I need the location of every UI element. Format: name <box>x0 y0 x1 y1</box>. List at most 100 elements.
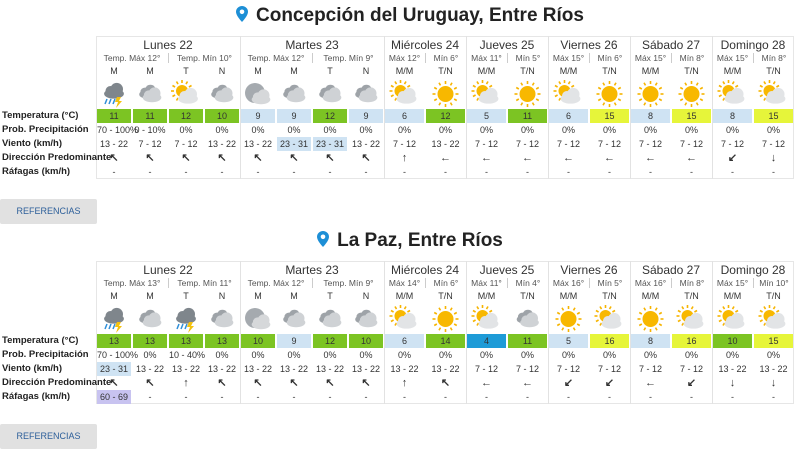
sun-ray <box>476 306 480 310</box>
rain <box>108 323 112 330</box>
sun-ray <box>654 102 658 106</box>
period-label: M/M <box>641 291 660 301</box>
sun-ray <box>759 84 763 88</box>
sun <box>437 311 454 327</box>
gusts-cell: - <box>328 392 332 402</box>
sun-ray <box>722 306 726 310</box>
day-separator <box>712 261 713 404</box>
bolt <box>187 322 194 333</box>
max-temp: Máx 15° <box>552 53 585 63</box>
sun-ray <box>684 102 688 106</box>
precipitation-cell: 0% <box>643 125 657 135</box>
sun-ray <box>175 97 179 101</box>
sun-ray <box>472 319 476 323</box>
gusts-cell: - <box>292 392 296 402</box>
sun-ray <box>602 102 606 106</box>
period-label: T/N <box>766 291 781 301</box>
wind-cell: 7 - 12 <box>556 139 580 149</box>
gusts-cell: - <box>364 167 368 177</box>
direction-cell: ← <box>645 152 656 164</box>
cloud <box>182 307 195 321</box>
direction-cell: ← <box>481 152 492 164</box>
sun-ray <box>188 84 192 88</box>
period-label: M <box>110 66 118 76</box>
cloud <box>566 87 580 101</box>
precipitation-cell: 0% <box>684 125 698 135</box>
direction-cell: ↖ <box>145 152 155 164</box>
sun-ray <box>681 322 685 326</box>
sun-ray <box>638 323 643 327</box>
period-label: T/N <box>520 66 535 76</box>
min-temp: Mín 6° <box>425 278 466 288</box>
day-separator <box>548 36 549 179</box>
sun-ray <box>558 81 562 85</box>
max-temp: Máx 16° <box>552 278 585 288</box>
row-label: Ráfagas (km/h) <box>2 166 71 177</box>
min-temp: Mín 8° <box>671 53 712 63</box>
precipitation-cell: 0% <box>179 125 193 135</box>
direction-cell: ← <box>522 152 533 164</box>
precipitation-cell: 0% <box>251 125 265 135</box>
period-label: M/M <box>395 66 414 76</box>
period-label: M/M <box>395 291 414 301</box>
day-separator <box>548 261 549 404</box>
sun-ray <box>679 86 684 90</box>
max-temp: Temp. Máx 12° <box>247 278 305 288</box>
direction-cell: ← <box>522 377 533 389</box>
gusts-cell: - <box>690 167 693 177</box>
gusts-cell: - <box>364 392 368 402</box>
pin-icon <box>317 231 330 247</box>
gusts-cell: - <box>184 167 188 177</box>
gusts-cell: - <box>444 392 447 402</box>
max-temp: Máx 11° <box>471 278 502 288</box>
sun-ray <box>485 306 489 310</box>
row-label: Temperatura (°C) <box>2 110 79 121</box>
cloud <box>148 87 161 100</box>
sun-ray <box>520 102 524 106</box>
sun-ray <box>561 327 565 331</box>
sun-ray <box>515 86 520 90</box>
direction-cell: ↖ <box>253 377 263 389</box>
direction-cell: ↑ <box>183 377 189 389</box>
references-button[interactable]: REFERENCIAS <box>0 424 97 449</box>
gusts-cell: - <box>731 167 734 177</box>
period-label: N <box>218 66 226 76</box>
sun-ray <box>718 319 722 323</box>
sun-ray <box>390 84 394 88</box>
references-button[interactable]: REFERENCIAS <box>0 199 97 224</box>
max-temp: Máx 15° <box>716 278 749 288</box>
sun-ray <box>567 81 571 85</box>
temperature-cell: 11 <box>97 109 131 123</box>
gusts-cell: - <box>649 392 652 402</box>
sun-ray <box>643 307 647 311</box>
sun-ray <box>556 311 561 315</box>
header-frame <box>96 36 794 179</box>
sun-ray <box>699 86 704 90</box>
temperature-cell: 5 <box>549 334 588 348</box>
cloud <box>402 87 416 101</box>
max-temp: Máx 15° <box>716 53 749 63</box>
sun-ray <box>613 102 617 106</box>
period-label: M/M <box>559 291 578 301</box>
row-label: Prob. Precipitación <box>2 124 89 135</box>
sun-ray <box>599 322 603 326</box>
cloud <box>364 312 377 325</box>
temperature-cell: 9 <box>277 334 311 348</box>
temperature-cell: 15 <box>754 334 793 348</box>
sun-ray <box>556 323 561 327</box>
temperature-cell: 11 <box>133 109 167 123</box>
wind-cell: 7 - 12 <box>638 139 662 149</box>
wind-cell: 13 - 22 <box>315 364 345 374</box>
sun-ray <box>679 98 684 102</box>
cloud <box>730 87 744 101</box>
sun-ray <box>515 98 520 102</box>
sun-ray <box>403 306 407 310</box>
sun-ray <box>394 322 398 326</box>
day-name: Jueves 25 <box>479 263 535 277</box>
header-frame <box>96 261 794 404</box>
precipitation-cell: 0% <box>561 350 575 360</box>
sun-ray <box>449 102 453 106</box>
weather-icons <box>104 305 786 333</box>
precipitation-cell: 0% <box>359 350 373 360</box>
rain <box>180 323 184 330</box>
